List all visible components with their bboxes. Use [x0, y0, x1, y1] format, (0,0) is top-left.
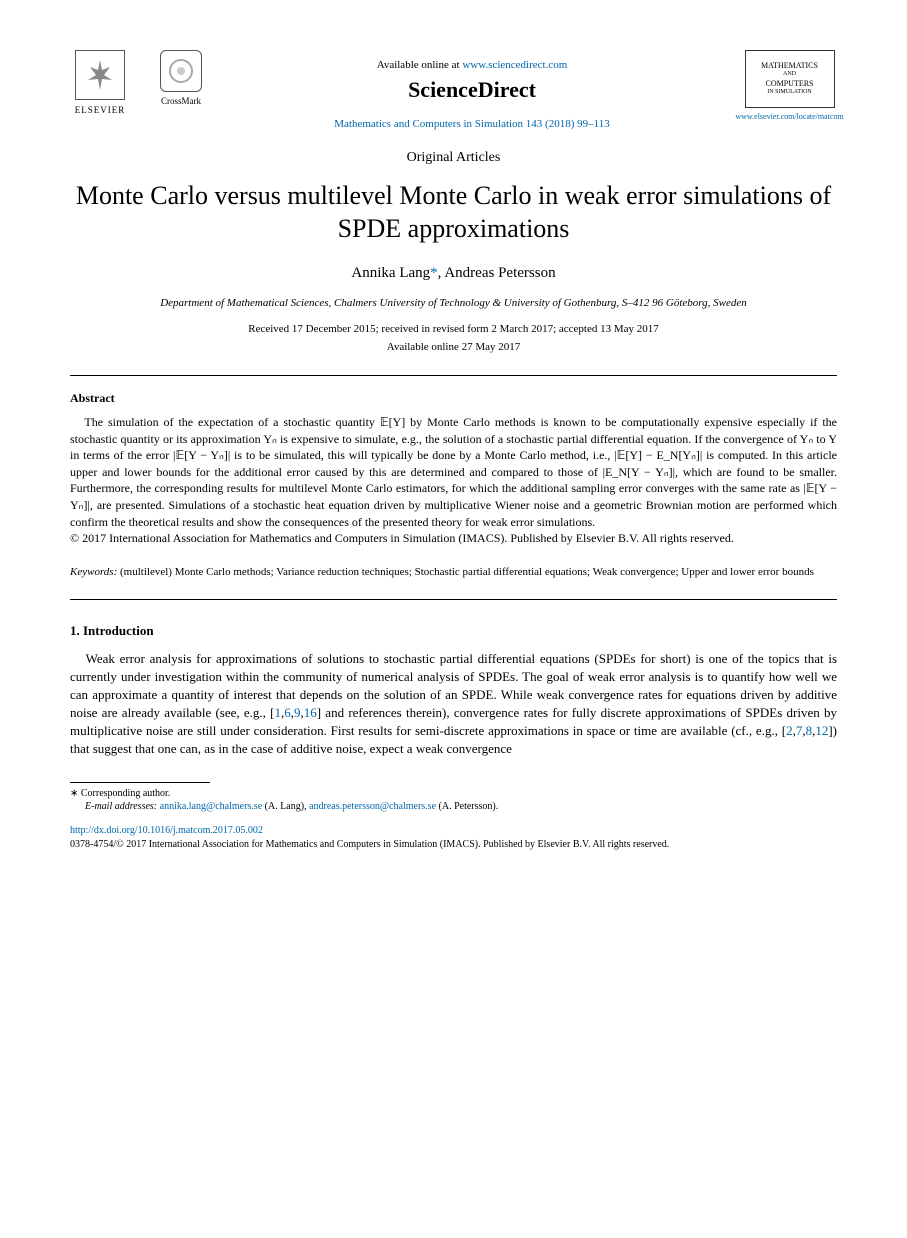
email-2-who: (A. Petersson).: [436, 801, 498, 812]
journal-reference[interactable]: Mathematics and Computers in Simulation …: [334, 118, 609, 130]
journal-badge: MATHEMATICS AND COMPUTERS IN SIMULATION …: [742, 50, 837, 123]
jb-l2: AND: [783, 71, 796, 79]
elsevier-label: ELSEVIER: [75, 104, 126, 116]
paper-title: Monte Carlo versus multilevel Monte Carl…: [70, 180, 837, 245]
cite-12[interactable]: 12: [815, 723, 828, 738]
crossmark-badge[interactable]: CrossMark: [160, 50, 202, 107]
bottom-rule: [70, 599, 837, 600]
author-1: Annika Lang: [351, 265, 430, 281]
jb-l1: MATHEMATICS: [761, 61, 818, 71]
received-dates: Received 17 December 2015; received in r…: [70, 322, 837, 337]
corr-text: Corresponding author.: [78, 788, 170, 799]
jb-l3: COMPUTERS: [765, 79, 813, 89]
jb-l4: IN SIMULATION: [767, 89, 812, 97]
email-footnote: E-mail addresses: annika.lang@chalmers.s…: [70, 800, 837, 814]
doi-link[interactable]: http://dx.doi.org/10.1016/j.matcom.2017.…: [70, 825, 263, 836]
affiliation: Department of Mathematical Sciences, Cha…: [70, 296, 837, 311]
corresponding-footnote: ∗ Corresponding author.: [70, 787, 837, 801]
author-2: Andreas Petersson: [444, 265, 555, 281]
email-label: E-mail addresses:: [85, 801, 160, 812]
top-rule: [70, 375, 837, 376]
available-prefix: Available online at: [377, 59, 463, 71]
cite-16[interactable]: 16: [304, 705, 317, 720]
footnote-rule: [70, 782, 210, 783]
abstract-copyright: © 2017 International Association for Mat…: [70, 530, 837, 547]
elsevier-logo: ELSEVIER: [70, 50, 130, 120]
email-1[interactable]: annika.lang@chalmers.se: [160, 801, 263, 812]
intro-paragraph: Weak error analysis for approximations o…: [70, 650, 837, 758]
available-online: Available online at www.sciencedirect.co…: [202, 58, 742, 73]
corresponding-asterisk[interactable]: *: [430, 265, 438, 281]
header-center: Available online at www.sciencedirect.co…: [202, 50, 742, 131]
abstract-text: The simulation of the expectation of a s…: [70, 414, 837, 530]
authors: Annika Lang*, Andreas Petersson: [70, 263, 837, 283]
left-logos: ELSEVIER CrossMark: [70, 50, 202, 120]
cite-8[interactable]: 8: [806, 723, 813, 738]
cite-9[interactable]: 9: [294, 705, 301, 720]
locator-url[interactable]: www.elsevier.com/locate/matcom: [735, 112, 843, 123]
keywords-text: (multilevel) Monte Carlo methods; Varian…: [117, 566, 814, 578]
keywords-label: Keywords:: [70, 566, 117, 578]
cite-7[interactable]: 7: [796, 723, 803, 738]
cite-1[interactable]: 1: [274, 705, 281, 720]
article-type: Original Articles: [70, 149, 837, 168]
crossmark-icon: [160, 50, 202, 92]
cite-6[interactable]: 6: [284, 705, 291, 720]
crossmark-label: CrossMark: [161, 95, 201, 107]
elsevier-tree-icon: [75, 50, 125, 100]
paper-header: ELSEVIER CrossMark Available online at w…: [70, 50, 837, 131]
section-1-heading: 1. Introduction: [70, 622, 837, 640]
cite-2[interactable]: 2: [786, 723, 793, 738]
sciencedirect-url[interactable]: www.sciencedirect.com: [462, 59, 567, 71]
keywords: Keywords: (multilevel) Monte Carlo metho…: [70, 565, 837, 580]
sciencedirect-logo: ScienceDirect: [202, 75, 742, 105]
abstract-heading: Abstract: [70, 390, 837, 406]
journal-cover-icon: MATHEMATICS AND COMPUTERS IN SIMULATION: [745, 50, 835, 108]
email-2[interactable]: andreas.petersson@chalmers.se: [309, 801, 436, 812]
email-1-who: (A. Lang),: [262, 801, 309, 812]
abstract-body: The simulation of the expectation of a s…: [70, 414, 837, 546]
online-date: Available online 27 May 2017: [70, 340, 837, 355]
issn-copyright: 0378-4754/© 2017 International Associati…: [70, 838, 837, 851]
